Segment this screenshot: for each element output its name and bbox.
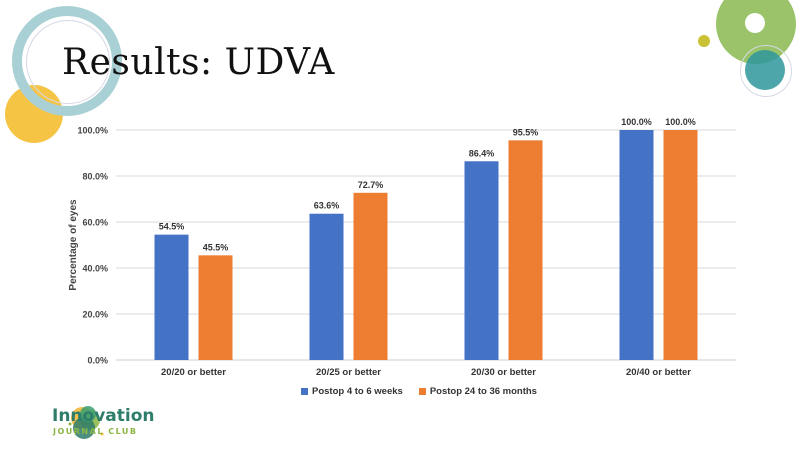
data-label: 86.4% — [469, 148, 495, 158]
bar-series1 — [619, 130, 654, 360]
x-tick-label: 20/20 or better — [161, 367, 226, 378]
y-tick-label: 40.0% — [82, 264, 108, 274]
data-label: 100.0% — [665, 117, 696, 127]
x-tick-label: 20/30 or better — [471, 367, 536, 378]
data-label: 54.5% — [159, 222, 185, 232]
data-label: 63.6% — [314, 201, 340, 211]
logo-icon — [68, 406, 104, 439]
x-tick-labels: 20/20 or better 20/25 or better 20/30 or b… — [161, 367, 691, 378]
bars — [154, 130, 698, 360]
y-tick-label: 60.0% — [82, 218, 108, 228]
logo-subtitle: JOURNAL CLUB — [53, 427, 138, 436]
bar-series2 — [353, 192, 388, 360]
y-tick-label: 20.0% — [82, 310, 108, 320]
legend-swatch-series2 — [418, 388, 426, 395]
decor-thin-ring — [740, 45, 792, 97]
data-label: 95.5% — [513, 127, 539, 137]
legend-item-series1: Postop 4 to 6 weeks — [301, 386, 403, 397]
legend-label-series1: Postop 4 to 6 weeks — [312, 386, 403, 397]
data-label: 72.7% — [358, 180, 384, 190]
y-tick-label: 80.0% — [82, 172, 108, 182]
data-label: 45.5% — [203, 242, 229, 252]
x-tick-label: 20/25 or better — [316, 367, 381, 378]
decor-teal-ring — [12, 6, 122, 116]
x-tick-label: 20/40 or better — [626, 367, 691, 378]
logo-name: Innovation — [52, 406, 155, 426]
legend: Postop 4 to 6 weeks Postop 24 to 36 mont… — [301, 386, 537, 397]
bar-series2 — [198, 255, 233, 360]
bar-series2 — [663, 130, 698, 360]
data-label: 100.0% — [621, 117, 652, 127]
decor-olive-dot — [698, 35, 710, 47]
legend-swatch-series1 — [301, 388, 308, 395]
decor-white-dot — [745, 13, 765, 33]
bar-series1 — [309, 213, 344, 360]
slide-title: Results: UDVA — [62, 42, 335, 83]
y-tick-label: 100.0% — [77, 126, 108, 136]
y-tick-label: 0.0% — [87, 356, 108, 366]
y-axis-label: Percentage of eyes — [68, 199, 79, 291]
data-labels: 54.5% 45.5% 63.6% 72.7% 86.4% 95.5% 100.0% 100.… — [159, 117, 696, 252]
bar-series1 — [464, 161, 499, 360]
y-tick-labels: 0.0% 20.0% 40.0% 60.0% 80.0% 100.0% — [77, 126, 108, 366]
bar-series1 — [154, 234, 189, 360]
bar-series2 — [508, 140, 543, 360]
legend-label-series2: Postop 24 to 36 months — [429, 386, 537, 397]
legend-item-series2: Postop 24 to 36 months — [418, 386, 537, 397]
decor-inner-ring — [26, 20, 110, 104]
